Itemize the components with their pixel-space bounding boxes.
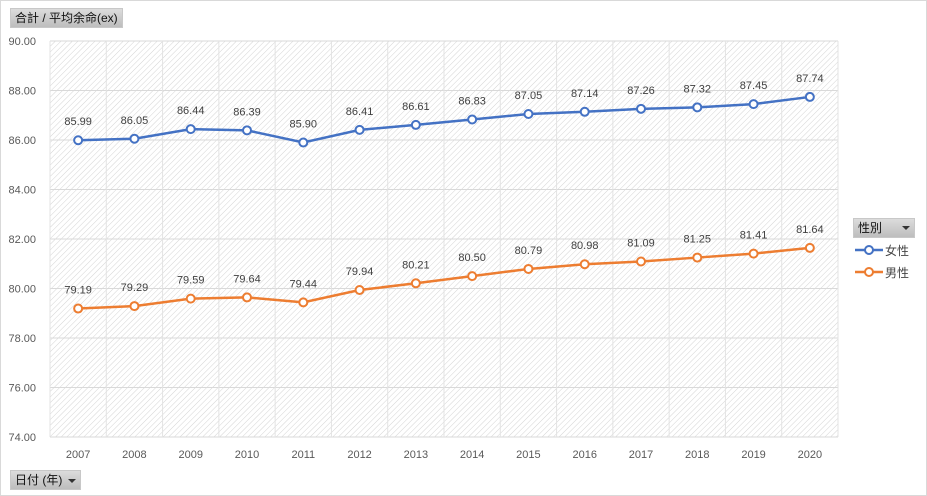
data-label: 87.26 [627,85,655,97]
y-tick-label: 88.00 [8,86,36,98]
data-point[interactable] [692,252,703,263]
x-tick-label: 2009 [178,449,202,461]
dropdown-arrow-icon [68,478,77,483]
y-tick-label: 76.00 [8,383,36,395]
x-tick-label: 2015 [516,449,540,461]
data-point[interactable] [73,135,84,146]
data-point[interactable] [804,91,815,102]
legend-field-label: 性別 [858,221,883,235]
data-label: 79.19 [64,285,92,297]
axis-field-label: 日付 (年) [15,473,63,487]
axis-field-button[interactable]: 日付 (年) [10,470,82,490]
data-point[interactable] [467,271,478,282]
data-point[interactable] [242,125,252,136]
data-point[interactable] [467,114,478,125]
x-tick-label: 2016 [572,449,596,461]
data-point[interactable] [748,248,759,259]
legend-label: 女性 [885,243,910,258]
data-point[interactable] [636,103,646,114]
data-label: 87.45 [740,80,768,92]
series-line-male [78,246,810,310]
legend-item-female: 女性 [853,240,915,260]
x-tick-label: 2018 [685,449,709,461]
data-label: 81.64 [796,224,824,236]
y-tick-label: 84.00 [8,185,36,197]
data-label: 86.41 [346,106,374,118]
data-point[interactable] [185,124,196,135]
data-point[interactable] [298,297,309,308]
data-point[interactable] [804,242,815,253]
data-point[interactable] [129,133,140,144]
data-label: 79.44 [290,278,318,290]
data-label: 86.05 [121,115,149,127]
data-label: 87.74 [796,73,824,85]
y-tick-label: 78.00 [8,333,36,345]
data-label: 79.59 [177,275,205,287]
y-tick-label: 74.00 [8,432,36,444]
data-label: 79.94 [346,266,374,278]
data-label: 87.05 [515,90,543,102]
value-field-button[interactable]: 合計 / 平均余命(ex) [10,8,123,28]
x-tick-label: 2013 [404,449,428,461]
data-point[interactable] [692,102,703,113]
x-tick-label: 2017 [629,449,653,461]
data-label: 81.41 [740,230,768,242]
x-tick-label: 2011 [291,449,315,461]
legend-field-button[interactable]: 性別 [853,218,915,238]
dropdown-arrow-icon [902,226,910,230]
x-tick-label: 2014 [460,449,484,461]
legend-line-marker-icon [855,267,883,277]
data-label: 79.29 [121,282,149,294]
data-point[interactable] [242,292,252,303]
data-label: 86.44 [177,105,205,117]
data-label: 81.09 [627,238,655,250]
x-tick-label: 2020 [798,449,822,461]
x-tick-label: 2008 [122,449,146,461]
legend-line-marker-icon [855,245,883,255]
legend-item-male: 男性 [853,262,915,282]
x-tick-label: 2010 [235,449,259,461]
data-point[interactable] [354,124,365,135]
data-point[interactable] [410,119,421,130]
data-point[interactable] [523,109,534,120]
data-label: 86.83 [458,95,486,107]
data-label: 79.64 [233,273,261,285]
data-point[interactable] [748,99,759,110]
data-point[interactable] [410,278,421,289]
data-point[interactable] [636,256,646,267]
data-label: 86.39 [233,106,261,118]
data-label: 80.21 [402,259,430,271]
data-point[interactable] [579,259,590,270]
data-point[interactable] [73,303,84,314]
series-line-female [78,95,811,144]
data-label: 80.79 [515,245,543,257]
data-point[interactable] [579,106,590,117]
data-label: 85.90 [290,118,318,130]
data-label: 85.99 [64,116,92,128]
data-label: 86.61 [402,101,430,113]
x-tick-label: 2019 [741,449,765,461]
x-tick-label: 2007 [66,449,90,461]
legend: 性別 女性 男性 [853,218,915,282]
legend-label: 男性 [885,265,910,280]
data-point[interactable] [129,301,140,312]
data-label: 87.14 [571,88,599,100]
data-label: 80.98 [571,240,599,252]
x-tick-label: 2012 [347,449,371,461]
data-label: 81.25 [684,234,712,246]
y-tick-label: 90.00 [8,36,36,48]
y-tick-label: 86.00 [8,135,36,147]
data-point[interactable] [298,137,309,148]
data-point[interactable] [354,284,365,295]
data-label: 80.50 [458,252,486,264]
data-point[interactable] [523,263,534,274]
y-tick-label: 80.00 [8,284,36,296]
data-label: 87.32 [684,83,712,95]
data-point[interactable] [185,293,196,304]
y-tick-label: 82.00 [8,234,36,246]
